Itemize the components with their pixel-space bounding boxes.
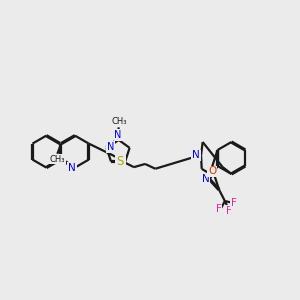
Text: CH₃: CH₃	[112, 117, 128, 126]
Text: N: N	[107, 142, 114, 152]
Text: S: S	[116, 155, 124, 168]
Text: N: N	[68, 163, 76, 172]
Text: F: F	[231, 198, 237, 208]
Text: F: F	[226, 206, 232, 216]
Text: N: N	[192, 150, 200, 161]
Text: N: N	[118, 156, 125, 167]
Text: F: F	[216, 204, 221, 214]
Text: CH₃: CH₃	[50, 155, 65, 164]
Text: N: N	[114, 130, 122, 140]
Text: O: O	[208, 167, 217, 176]
Text: N: N	[202, 174, 209, 184]
